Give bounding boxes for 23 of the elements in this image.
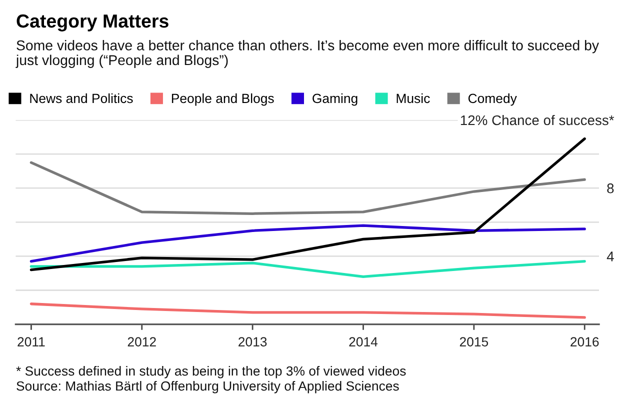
x-tick-label: 2014 <box>349 337 378 346</box>
x-tick-label: 2016 <box>570 337 599 346</box>
legend-label: People and Blogs <box>172 93 274 106</box>
x-tick-label: 2012 <box>128 337 156 346</box>
line-series <box>30 161 586 215</box>
source-note: Source: Mathias Bärtl of Offenburg University of Applied Sciences <box>16 381 399 394</box>
legend-label: Comedy <box>468 93 517 106</box>
chart-subtitle: Some videos have a better chance than others. It’s become even more difficult to succeed by just vlogging (“People and Blogs”) <box>16 40 599 68</box>
x-tick-label: 2013 <box>238 337 267 346</box>
y-tick-label: 12% Chance of success* <box>460 114 614 126</box>
line-series <box>30 302 586 319</box>
y-tick-label: 8 <box>607 183 614 194</box>
legend-label: Gaming <box>312 93 358 106</box>
x-tick-label: 2015 <box>460 337 488 346</box>
text: * Success defined in study as being in the top 3% of viewed videos <box>16 366 406 378</box>
legend-label: Music <box>396 93 430 104</box>
legend-label: News and Politics <box>30 93 133 104</box>
y-tick-label: 4 <box>606 252 614 262</box>
chart-title: Category Matters <box>16 14 168 32</box>
x-tick-label: 2011 <box>18 337 45 346</box>
line-series <box>30 260 586 278</box>
line-series <box>30 137 586 272</box>
line-series <box>30 224 586 263</box>
